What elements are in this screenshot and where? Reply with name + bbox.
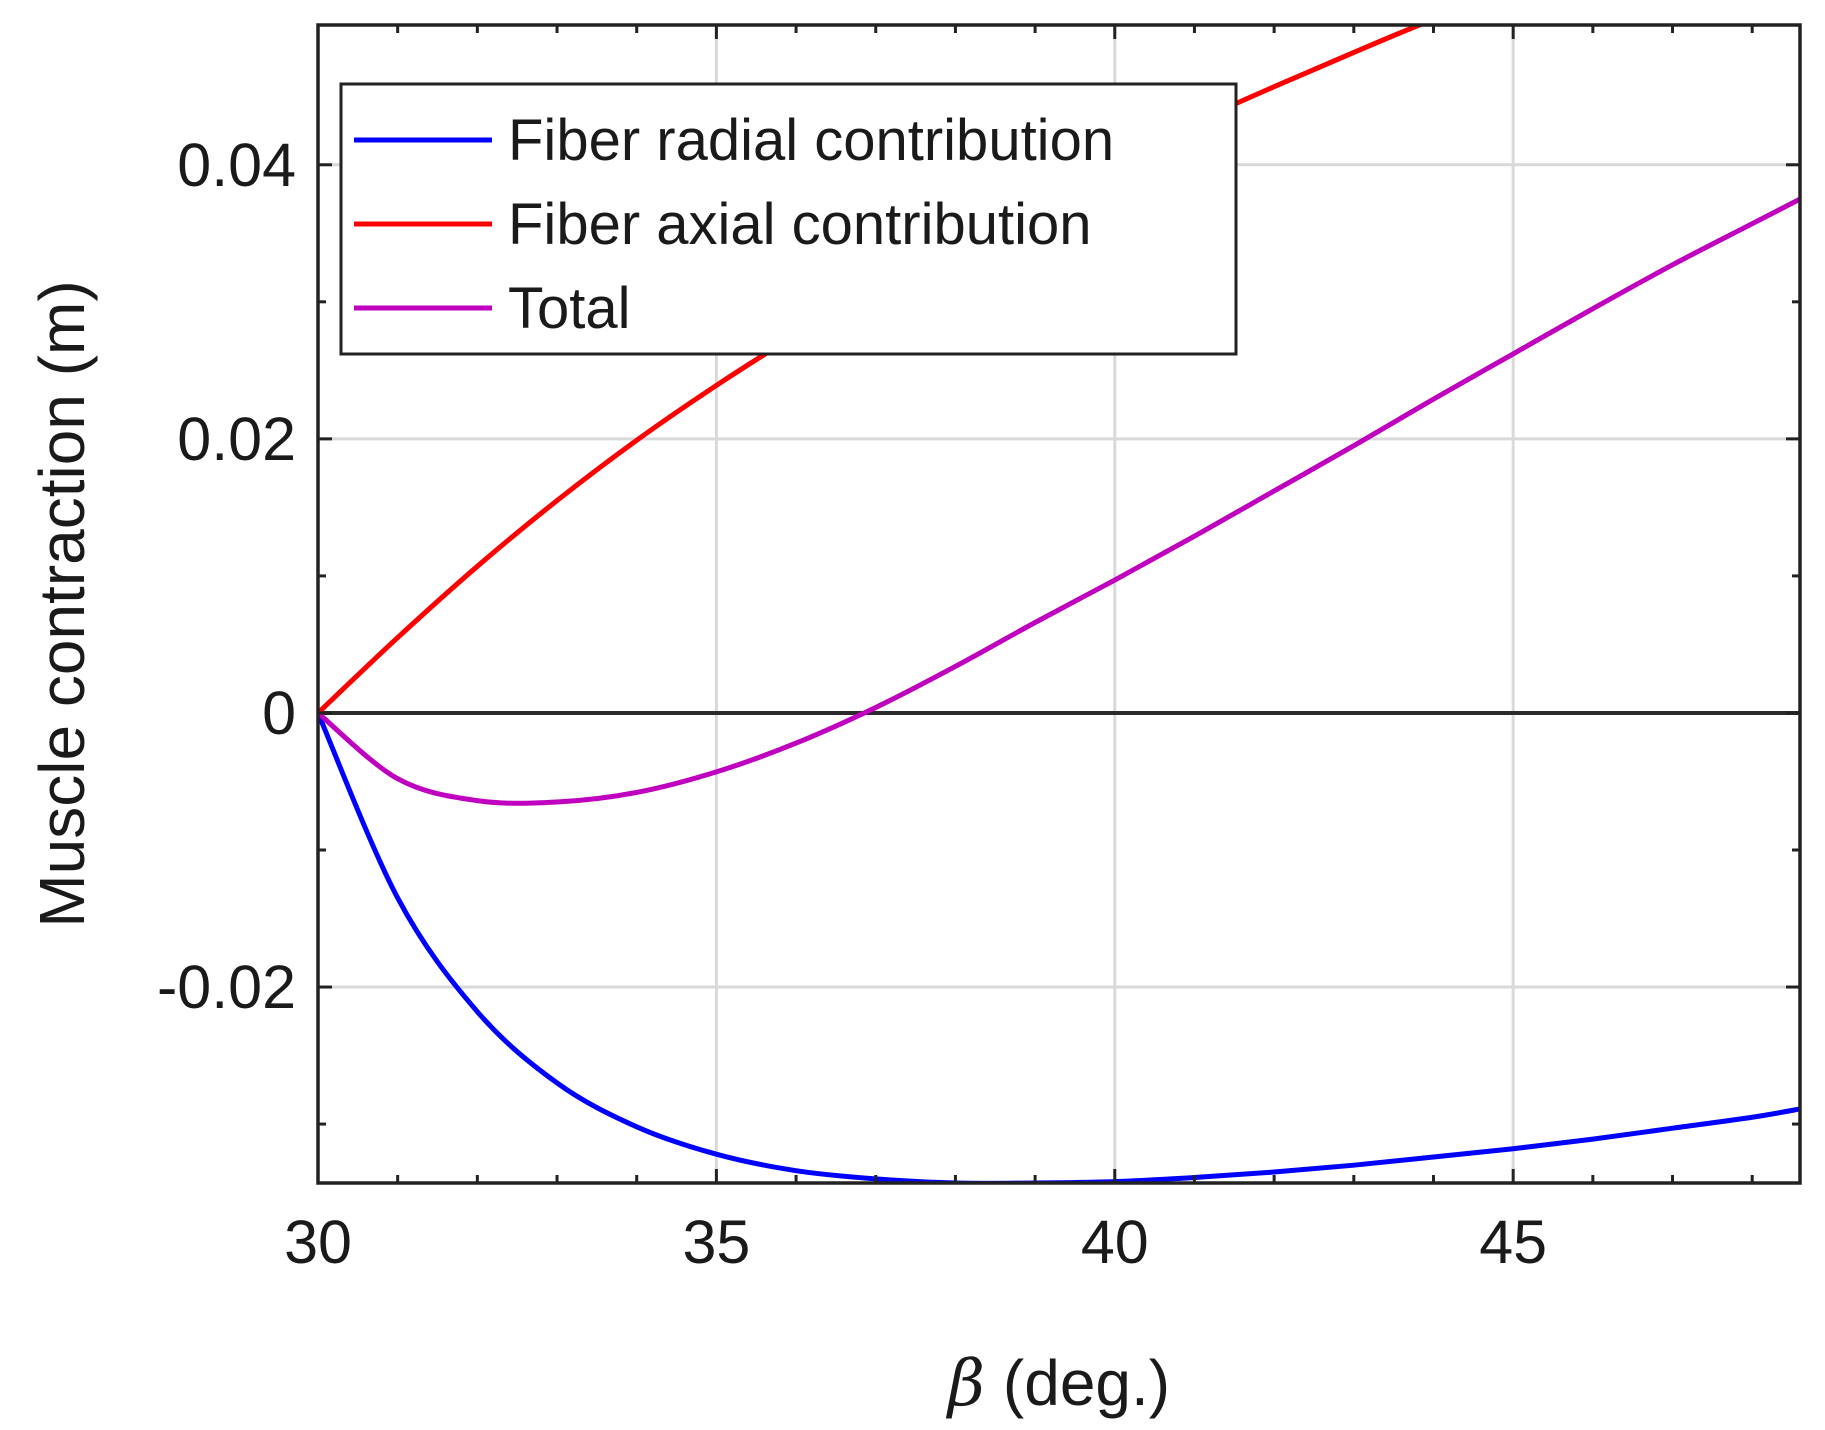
- legend: Fiber radial contribution Fiber axial con…: [339, 82, 1238, 356]
- x-tick-label: 30: [284, 1208, 352, 1276]
- legend-label: Total: [508, 276, 631, 341]
- legend-label: Fiber radial contribution: [508, 108, 1114, 173]
- y-tick-label: 0: [262, 679, 296, 747]
- y-tick-label: 0.02: [177, 405, 296, 473]
- y-tick-label: -0.02: [157, 953, 296, 1021]
- x-axis-symbol: β: [946, 1347, 985, 1421]
- y-axis-label: Muscle contraction (m): [26, 280, 98, 927]
- x-axis-label: β (deg.): [946, 1347, 1170, 1421]
- x-tick-labels: 30 35 40 45: [284, 1208, 1547, 1276]
- series-line-total: [318, 196, 1800, 806]
- series-line-fiber-radial-contribution: [318, 710, 1800, 1183]
- y-tick-label: 0.04: [177, 131, 296, 199]
- x-tick-label: 40: [1081, 1208, 1149, 1276]
- plot-frame: [316, 23, 1802, 1185]
- x-axis-unit: (deg.): [1003, 1347, 1170, 1419]
- legend-label: Fiber axial contribution: [508, 192, 1092, 257]
- x-tick-label: 45: [1479, 1208, 1547, 1276]
- x-tick-label: 35: [682, 1208, 750, 1276]
- ticks: [316, 25, 1800, 1183]
- y-tick-labels: -0.02 0 0.02 0.04: [157, 131, 296, 1021]
